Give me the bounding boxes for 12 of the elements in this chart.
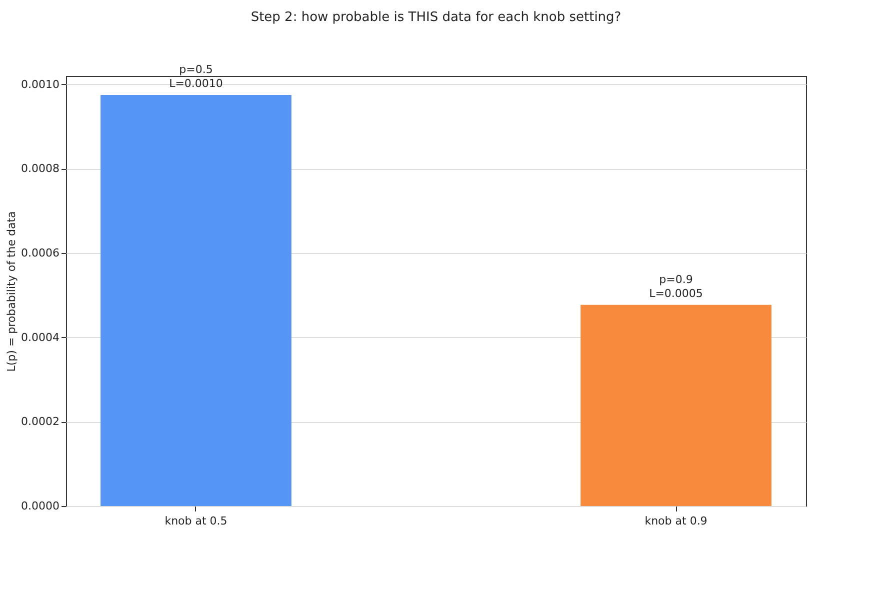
data-label: p=0.9 L=0.0005 xyxy=(649,272,703,300)
y-tick-label: 0.0006 xyxy=(21,246,60,260)
y-tick-label: 0.0000 xyxy=(21,500,60,512)
y-axis-title: L(p) = probability of the data xyxy=(5,211,18,372)
data-label: p=0.5 L=0.0010 xyxy=(169,62,223,90)
x-tick-label: knob at 0.5 xyxy=(164,514,228,528)
chart-title: Step 2: how probable is THIS data for each knob setting? xyxy=(250,10,622,25)
y-tick-label: 0.0002 xyxy=(21,415,60,428)
y-tick-label: 0.0004 xyxy=(21,330,60,344)
y-tick-label: 0.0010 xyxy=(21,78,60,91)
y-tick-label: 0.0008 xyxy=(21,162,60,176)
x-tick-label: knob at 0.9 xyxy=(644,514,708,528)
